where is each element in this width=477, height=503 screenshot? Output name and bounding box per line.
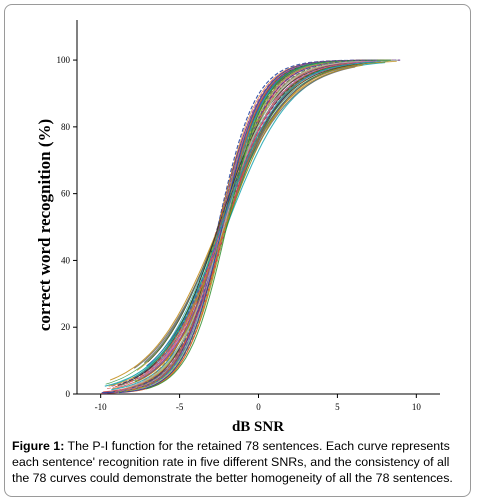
series-line	[101, 59, 366, 394]
curves-group	[101, 59, 401, 394]
pi-function-chart: 0 20 40 60 80 100 -10 -5 0 5 10 correct word recog…	[35, 20, 440, 435]
series-line	[120, 62, 350, 388]
figure-caption: Figure 1: The P-I function for the retai…	[12, 438, 467, 486]
x-tick-label: 0	[256, 402, 261, 412]
series-line	[123, 60, 349, 391]
y-axis-title: correct word recognition (%)	[35, 119, 54, 331]
series-line	[109, 64, 363, 381]
series-line	[132, 59, 374, 390]
series-line	[125, 60, 351, 392]
series-line	[125, 59, 399, 389]
y-tick-label: 80	[61, 122, 71, 132]
series-line	[115, 60, 360, 393]
y-tick-label: 0	[66, 389, 71, 399]
series-line	[105, 59, 375, 394]
series-line	[108, 61, 397, 387]
x-tick-label: 10	[412, 402, 422, 412]
caption-label: Figure 1:	[12, 439, 65, 453]
series-line	[101, 60, 371, 393]
series-line	[123, 61, 372, 384]
series-line	[111, 60, 388, 391]
series-line	[117, 59, 375, 393]
y-tick-label: 40	[61, 255, 71, 265]
series-line	[111, 62, 357, 390]
series-line	[106, 59, 376, 393]
series-line	[132, 62, 354, 379]
series-line	[133, 60, 363, 390]
series-line	[106, 62, 356, 390]
series-line	[136, 63, 363, 371]
series-line	[103, 60, 364, 393]
series-line	[111, 63, 353, 386]
series-line	[104, 62, 386, 387]
y-tick-label: 100	[57, 55, 71, 65]
series-line	[102, 59, 379, 394]
series-line	[114, 60, 359, 393]
series-line	[117, 61, 367, 386]
series-line	[143, 62, 354, 374]
series-line	[114, 59, 387, 393]
series-line	[145, 59, 379, 387]
x-tick-label: -5	[176, 402, 184, 412]
series-line	[114, 62, 356, 388]
x-axis-title: dB SNR	[232, 419, 284, 435]
axes: 0 20 40 60 80 100 -10 -5 0 5 10	[57, 20, 440, 412]
series-line	[143, 59, 377, 386]
series-line	[134, 61, 376, 378]
series-line	[120, 60, 378, 386]
series-line	[108, 59, 385, 394]
x-tick-label: -10	[95, 402, 107, 412]
series-line	[111, 62, 361, 387]
series-line	[133, 66, 356, 369]
x-tick-label: 5	[335, 402, 340, 412]
caption-text: The P-I function for the retained 78 sen…	[12, 439, 453, 485]
series-line	[138, 60, 376, 380]
series-line	[117, 60, 378, 388]
series-line	[105, 61, 386, 385]
figure-frame	[4, 4, 471, 497]
y-tick-label: 20	[61, 322, 71, 332]
series-line	[131, 60, 385, 387]
series-line	[132, 63, 354, 379]
series-line	[119, 59, 376, 394]
y-tick-label: 60	[61, 189, 71, 199]
